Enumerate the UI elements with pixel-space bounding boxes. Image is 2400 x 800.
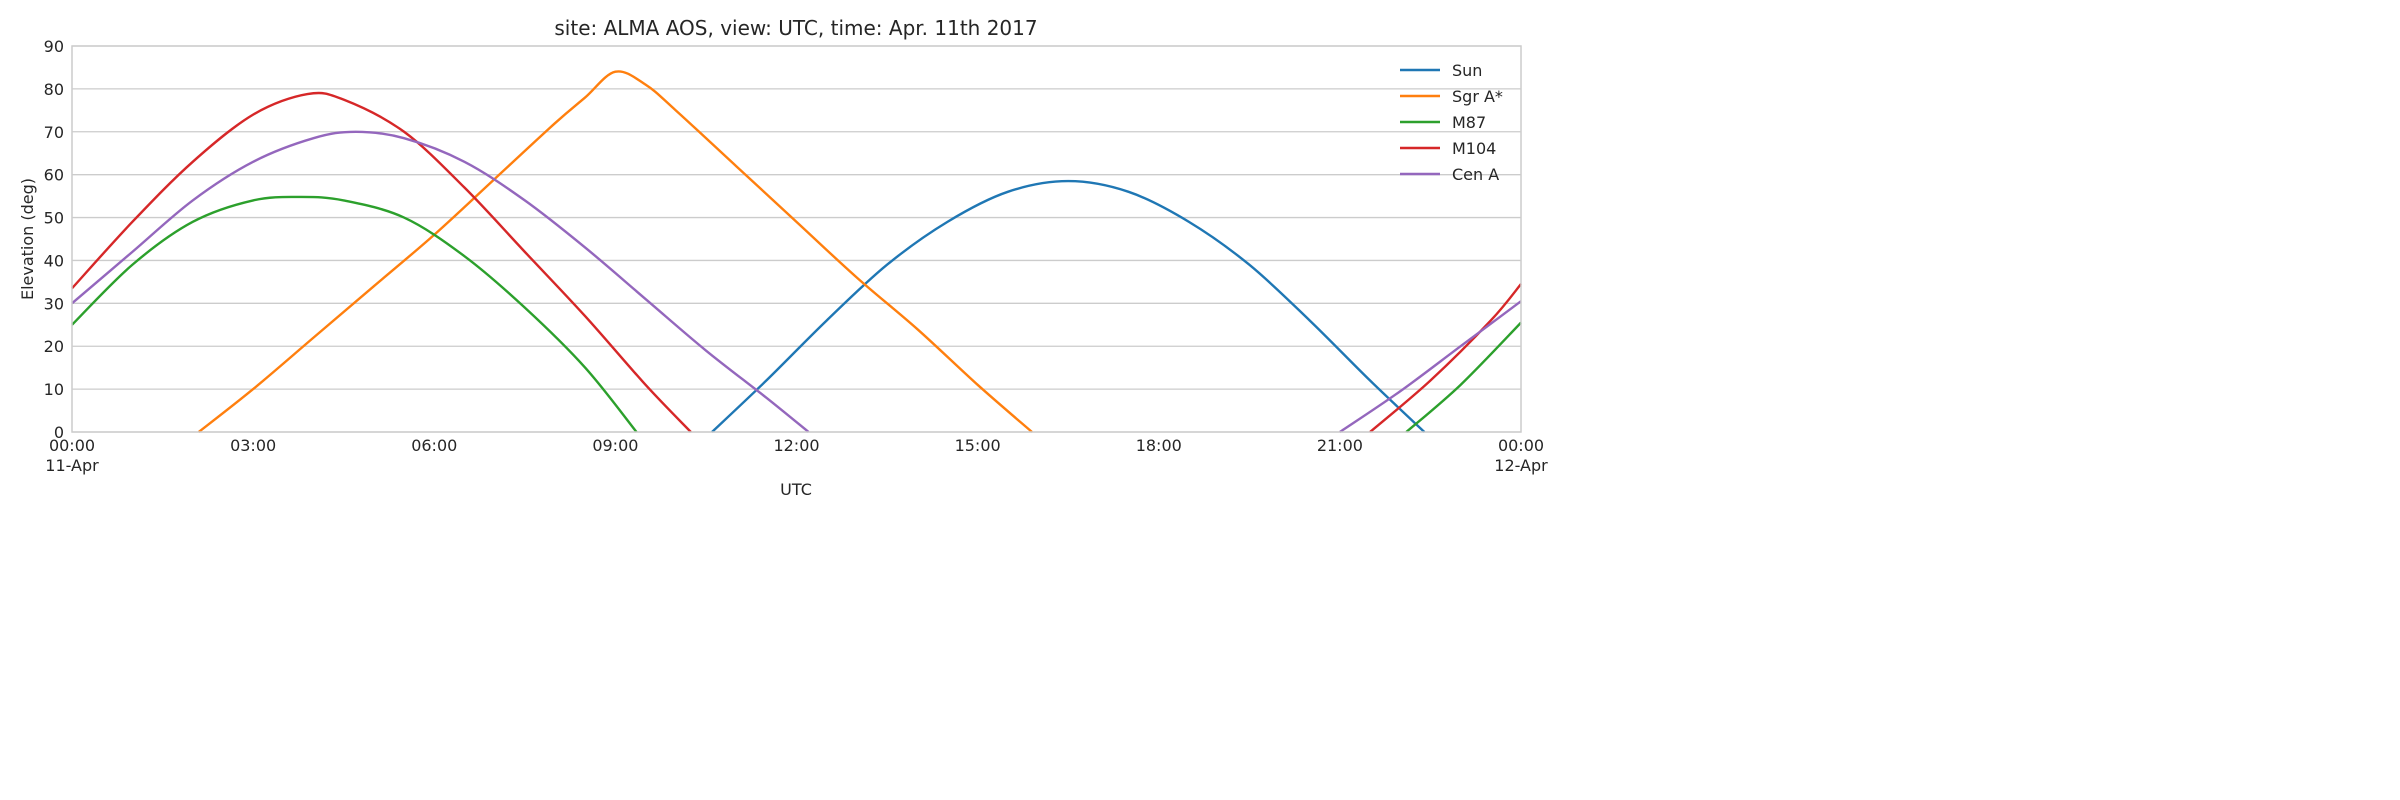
chart: site: ALMA AOS, view: UTC, time: Apr. 11… bbox=[18, 16, 1548, 499]
series-layer bbox=[71, 70, 1522, 433]
y-tick-label: 80 bbox=[44, 80, 64, 99]
y-tick-label: 30 bbox=[44, 294, 64, 313]
series-line-m87 bbox=[71, 195, 638, 433]
x-tick-label: 03:00 bbox=[230, 436, 276, 455]
y-ticks: 0 10 20 30 40 50 60 70 80 90 bbox=[44, 37, 64, 442]
y-tick-label: 50 bbox=[44, 209, 64, 228]
y-axis-label: Elevation (deg) bbox=[18, 178, 37, 300]
x-tick-sublabel: 12-Apr bbox=[1494, 456, 1548, 475]
y-tick-label: 10 bbox=[44, 380, 64, 399]
legend: Sun Sgr A* M87 M104 Cen A bbox=[1400, 61, 1503, 184]
legend-label-sun: Sun bbox=[1452, 61, 1482, 80]
legend-label-m104: M104 bbox=[1452, 139, 1496, 158]
x-tick-label: 18:00 bbox=[1136, 436, 1182, 455]
y-tick-label: 60 bbox=[44, 166, 64, 185]
grid bbox=[72, 45, 1521, 433]
series-line-m104 bbox=[71, 91, 692, 433]
x-tick-sublabel: 11-Apr bbox=[45, 456, 99, 475]
legend-label-cen-a: Cen A bbox=[1452, 165, 1499, 184]
x-tick-label: 09:00 bbox=[592, 436, 638, 455]
series-line-cen-a bbox=[71, 130, 810, 433]
y-tick-label: 0 bbox=[54, 423, 64, 442]
series-line-m87-late bbox=[1405, 321, 1522, 433]
series-line-m104-late bbox=[1369, 283, 1522, 433]
x-tick-label: 00:00 bbox=[49, 436, 95, 455]
series-line-sgr-a bbox=[198, 70, 1033, 433]
y-tick-label: 70 bbox=[44, 123, 64, 142]
x-tick-label: 21:00 bbox=[1317, 436, 1363, 455]
y-tick-label: 90 bbox=[44, 37, 64, 56]
x-tick-label: 00:00 bbox=[1498, 436, 1544, 455]
legend-label-m87: M87 bbox=[1452, 113, 1486, 132]
series-line-cen-a-late bbox=[1339, 300, 1522, 433]
chart-title: site: ALMA AOS, view: UTC, time: Apr. 11… bbox=[554, 16, 1037, 40]
x-tick-label: 15:00 bbox=[955, 436, 1001, 455]
y-tick-label: 40 bbox=[44, 251, 64, 270]
legend-label-sgr-a: Sgr A* bbox=[1452, 87, 1503, 106]
series-line-sun bbox=[711, 179, 1426, 433]
x-axis-label: UTC bbox=[780, 480, 812, 499]
x-tick-label: 06:00 bbox=[411, 436, 457, 455]
x-tick-label: 12:00 bbox=[773, 436, 819, 455]
plot-frame bbox=[71, 45, 1522, 433]
y-tick-label: 20 bbox=[44, 337, 64, 356]
